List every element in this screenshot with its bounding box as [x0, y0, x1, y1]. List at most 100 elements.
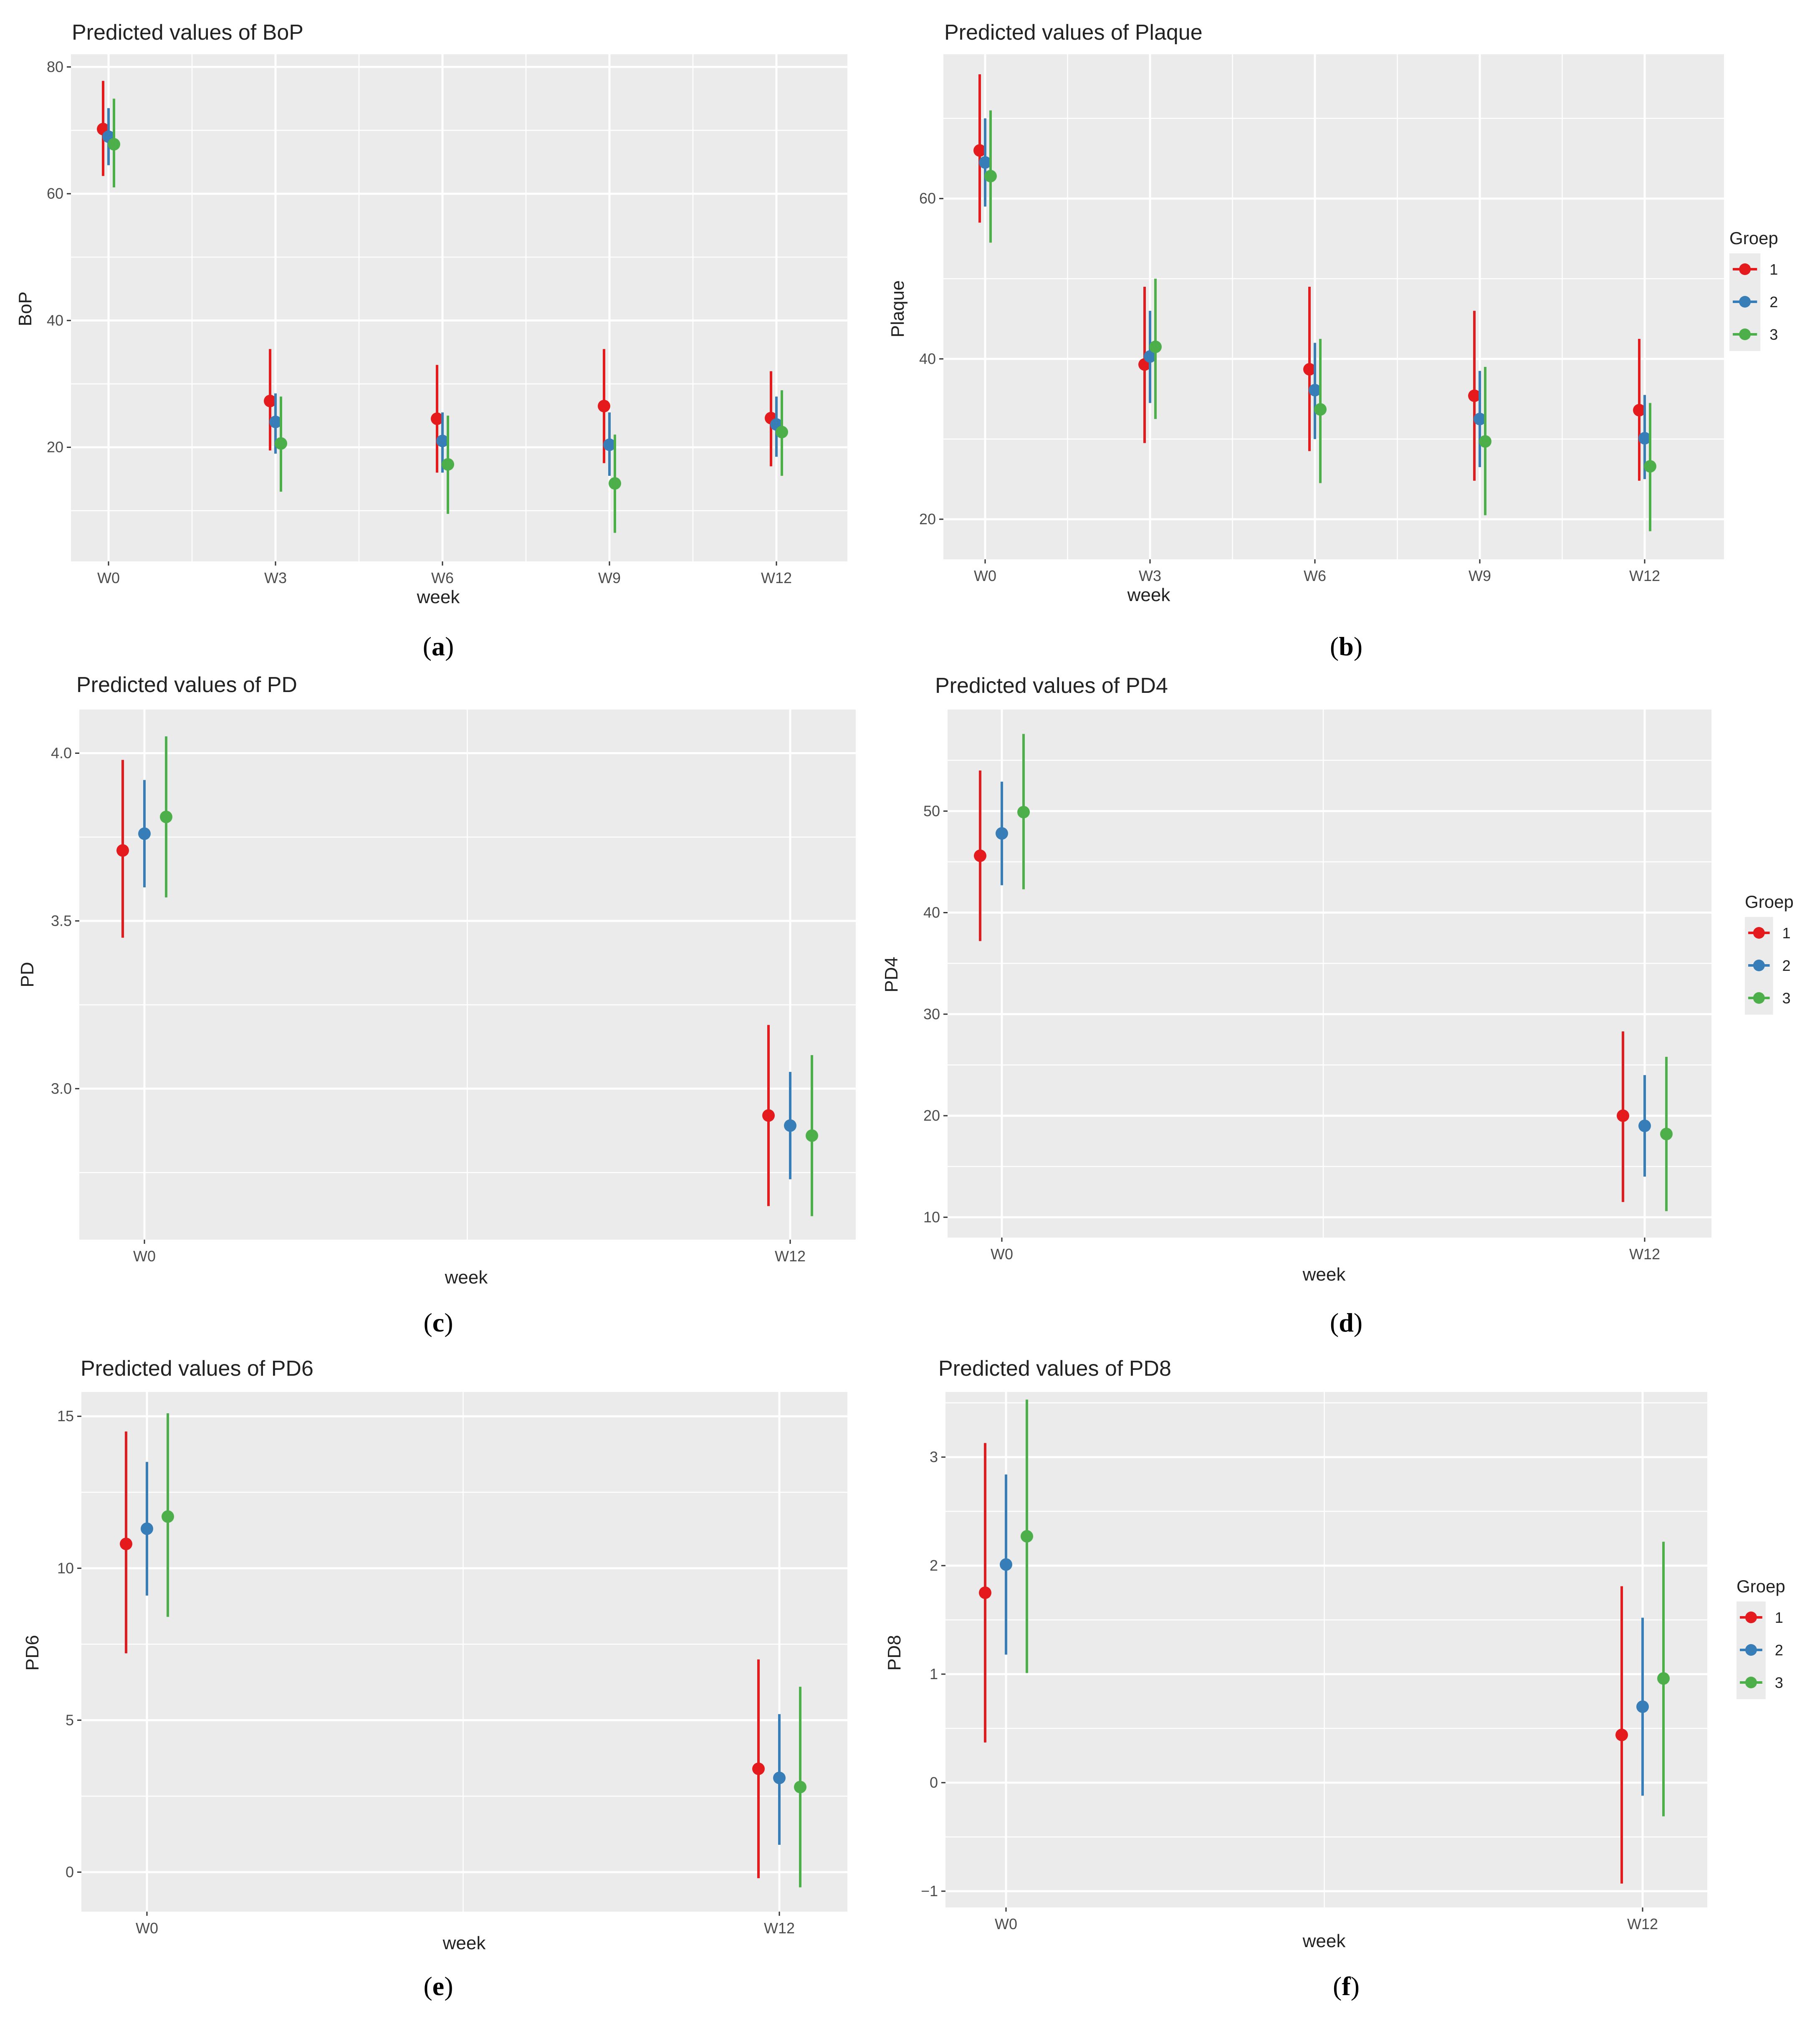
- point-group-2: [979, 156, 991, 169]
- y-tick-label: 20: [923, 1107, 940, 1124]
- panel-label-close: ): [1351, 1971, 1360, 2001]
- x-axis-title: week: [445, 1267, 488, 1288]
- panel-label: (a): [423, 632, 454, 661]
- panel-label-open: (: [1333, 1971, 1342, 2001]
- y-axis-title: PD8: [884, 1635, 905, 1671]
- panel-label-close: ): [444, 1971, 453, 2001]
- y-tick-label: 40: [923, 904, 940, 921]
- x-tick-label: W9: [1469, 567, 1491, 584]
- panel-label: (e): [423, 1971, 453, 2001]
- point-group-1: [264, 394, 276, 407]
- point-group-3: [108, 138, 120, 151]
- legend-key-point: [1739, 328, 1751, 340]
- panel-label-open: (: [423, 1971, 432, 2001]
- y-tick-label: 40: [919, 350, 936, 367]
- y-tick-label: 0: [930, 1774, 938, 1791]
- y-tick-label: 3.0: [51, 1080, 72, 1097]
- point-group-1: [752, 1762, 765, 1775]
- y-tick-label: 80: [47, 58, 63, 75]
- panel-label-letter: a: [432, 632, 445, 661]
- plot-background: [948, 710, 1711, 1238]
- x-tick-label: W12: [1629, 1245, 1660, 1263]
- legend-label: 1: [1769, 261, 1778, 278]
- x-tick-label: W12: [761, 569, 792, 586]
- point-group-3: [1314, 403, 1327, 416]
- legend-key-point: [1745, 1612, 1757, 1623]
- legend-key-point: [1739, 263, 1751, 275]
- x-tick-label: W0: [974, 567, 996, 584]
- point-group-3: [609, 477, 621, 490]
- point-group-1: [116, 844, 129, 857]
- panel-a: 20 40 60 80 W0 W3 W6 W9 W12 Predicted values of B…: [15, 20, 847, 661]
- y-tick-label: 20: [47, 439, 63, 456]
- panel-b: 20 40 60 W0 W3 W6 W9 W12 Predicted values of Pla…: [887, 20, 1778, 661]
- panel-e: 0 5 10 15 W0 W12 Predicted values of PD6 week PD…: [22, 1357, 847, 2001]
- point-group-1: [1303, 363, 1316, 376]
- legend-key-point: [1745, 1644, 1757, 1656]
- plot-background: [71, 54, 847, 561]
- plot-background: [81, 1392, 847, 1912]
- panel-label-letter: d: [1339, 1308, 1354, 1337]
- point-group-3: [1479, 435, 1491, 448]
- point-group-2: [141, 1522, 153, 1535]
- point-group-3: [1017, 806, 1030, 818]
- panel-label-open: (: [1330, 1308, 1339, 1337]
- point-group-2: [1144, 350, 1156, 363]
- x-tick-label: W12: [764, 1920, 795, 1937]
- point-group-3: [275, 437, 287, 450]
- panel-label-letter: f: [1342, 1971, 1351, 2001]
- x-axis-title: week: [442, 1933, 486, 1953]
- point-group-3: [776, 426, 788, 439]
- chart-title: Predicted values of Plaque: [944, 20, 1203, 45]
- point-group-3: [1657, 1672, 1670, 1685]
- point-group-1: [974, 849, 986, 862]
- point-group-1: [973, 144, 986, 157]
- legend-label: 2: [1782, 957, 1791, 974]
- legend-label: 3: [1782, 990, 1791, 1007]
- legend-title: Groep: [1745, 892, 1794, 912]
- legend-label: 2: [1769, 293, 1778, 311]
- point-group-1: [1617, 1109, 1629, 1122]
- y-tick-label: 60: [47, 185, 63, 202]
- chart-title: Predicted values of PD8: [938, 1357, 1171, 1381]
- y-axis-title: PD4: [881, 957, 902, 993]
- x-tick-label: W0: [136, 1920, 158, 1937]
- point-group-3: [442, 458, 454, 471]
- plot-background: [945, 1392, 1707, 1907]
- panel-label-letter: e: [432, 1971, 444, 2001]
- y-tick-label: 20: [919, 510, 936, 528]
- y-tick-label: 2: [930, 1557, 938, 1574]
- legend-title: Groep: [1729, 228, 1778, 248]
- x-tick-label: W12: [1627, 1915, 1658, 1932]
- point-group-1: [1615, 1728, 1628, 1741]
- point-group-2: [1309, 384, 1321, 397]
- legend-key-point: [1753, 992, 1765, 1004]
- legend-label: 1: [1782, 925, 1791, 942]
- chart-title: Predicted values of PD: [76, 673, 297, 697]
- legend-label: 1: [1775, 1609, 1783, 1626]
- x-tick-label: W3: [1139, 567, 1161, 584]
- x-tick-label: W0: [995, 1915, 1017, 1932]
- point-group-3: [160, 811, 172, 824]
- y-tick-label: 10: [923, 1208, 940, 1225]
- x-tick-label: W0: [991, 1245, 1013, 1263]
- point-group-1: [1468, 389, 1481, 402]
- panel-label: (d): [1330, 1308, 1362, 1337]
- point-group-1: [1633, 404, 1646, 417]
- legend-key-point: [1753, 960, 1765, 971]
- point-group-1: [762, 1109, 775, 1122]
- y-axis-title: PD6: [22, 1635, 43, 1671]
- point-group-3: [794, 1781, 806, 1794]
- x-tick-label: W12: [1629, 567, 1660, 584]
- point-group-3: [1660, 1127, 1673, 1140]
- panel-label-letter: c: [432, 1308, 444, 1337]
- plot-background: [943, 54, 1724, 559]
- panel-label-close: ): [1354, 632, 1362, 661]
- legend: Groep 1 2 3: [1729, 228, 1778, 351]
- point-group-2: [784, 1119, 796, 1132]
- y-tick-label: 10: [57, 1559, 74, 1576]
- point-group-3: [806, 1129, 818, 1142]
- y-axis-title: Plaque: [887, 280, 908, 337]
- panel-f: −1 0 1 2 3 W0 W12 Predicted values of PD8 week PD…: [884, 1357, 1785, 2001]
